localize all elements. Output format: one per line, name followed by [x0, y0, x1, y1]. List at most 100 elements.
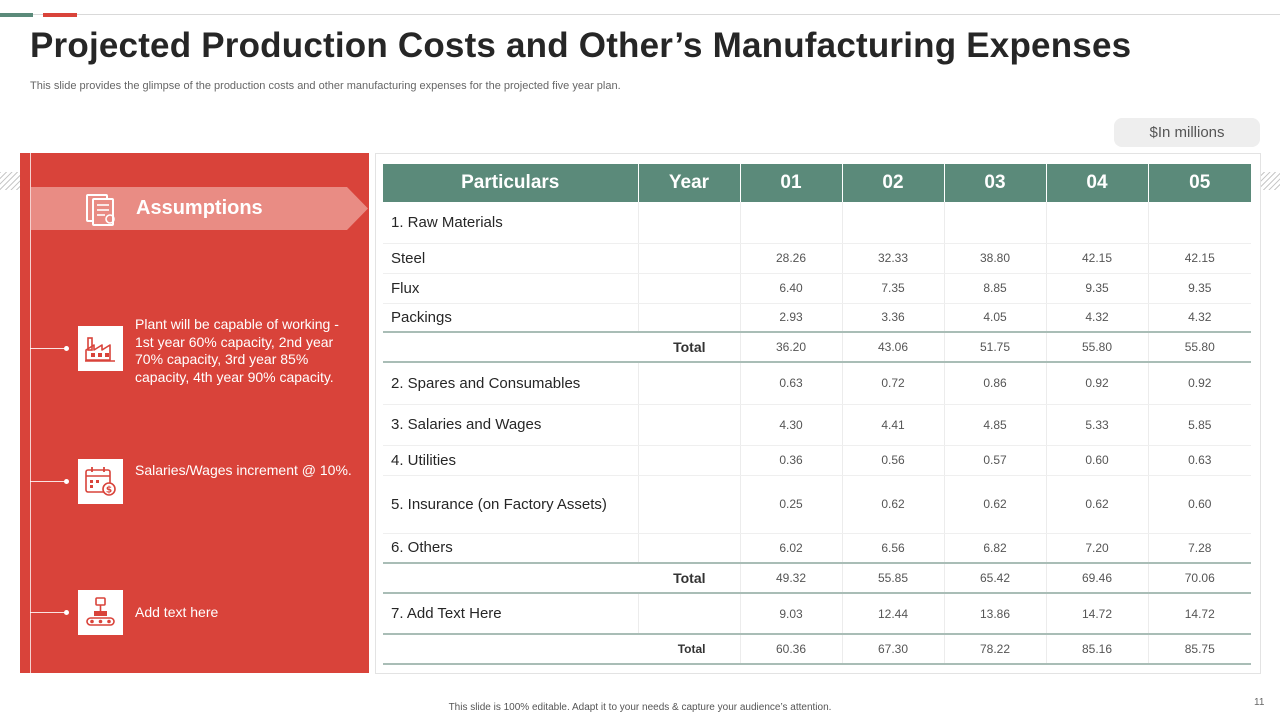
row-label: 3. Salaries and Wages — [383, 404, 639, 446]
assumptions-banner: Assumptions — [31, 187, 368, 230]
cell-value: 4.30 — [740, 404, 843, 446]
svg-text:$: $ — [106, 486, 112, 496]
cell-value: 67.30 — [842, 633, 945, 665]
cell-value: 32.33 — [842, 243, 945, 274]
top-rule — [0, 14, 1280, 15]
cell-value: 42.15 — [1046, 243, 1149, 274]
item-dot — [64, 610, 69, 615]
table-row: Packings 2.93 3.36 4.05 4.32 4.32 — [383, 303, 1251, 333]
item-connector — [30, 348, 66, 349]
cell-value: 0.72 — [842, 362, 945, 405]
total-label: Total — [383, 562, 741, 594]
cell-value: 0.63 — [1148, 445, 1251, 476]
table-row: 5. Insurance (on Factory Assets) 0.25 0.… — [383, 475, 1251, 534]
cell-value: 0.63 — [740, 362, 843, 405]
cell-value: 0.62 — [944, 475, 1047, 534]
cell-value: 65.42 — [944, 562, 1047, 594]
table-header-row: Particulars Year 01 02 03 04 05 — [383, 164, 1251, 202]
cell-value: 9.03 — [740, 593, 843, 635]
assumptions-panel: Assumptions Plant will be capable of wor… — [20, 153, 369, 673]
table-row: 7. Add Text Here 9.03 12.44 13.86 14.72 … — [383, 593, 1251, 635]
table-row: Flux 6.40 7.35 8.85 9.35 9.35 — [383, 273, 1251, 304]
cell-value: 0.56 — [842, 445, 945, 476]
cell-value: 6.82 — [944, 533, 1047, 564]
cell-value: 0.86 — [944, 362, 1047, 405]
table-total-row: Total 36.20 43.06 51.75 55.80 55.80 — [383, 331, 1251, 363]
table-row: 6. Others 6.02 6.56 6.82 7.20 7.28 — [383, 533, 1251, 564]
cell-value: 85.16 — [1046, 633, 1149, 665]
conveyor-robot-icon — [78, 590, 123, 635]
assumption-text: Salaries/Wages increment @ 10%. — [135, 462, 352, 478]
table-row-raw-materials-heading: 1. Raw Materials — [383, 202, 1251, 244]
cell-value: 4.41 — [842, 404, 945, 446]
calendar-dollar-icon: $ — [78, 459, 123, 504]
cell-value: 4.05 — [944, 303, 1047, 333]
table-row: 4. Utilities 0.36 0.56 0.57 0.60 0.63 — [383, 445, 1251, 476]
hatch-decoration-right — [1258, 172, 1280, 190]
cell-value: 55.80 — [1046, 331, 1149, 363]
item-connector — [30, 481, 66, 482]
cell-value: 9.35 — [1148, 273, 1251, 304]
cell-value: 7.20 — [1046, 533, 1149, 564]
cell-value: 12.44 — [842, 593, 945, 635]
row-label: Flux — [383, 273, 639, 304]
cell-value: 6.56 — [842, 533, 945, 564]
row-label: 4. Utilities — [383, 445, 639, 476]
table-row: Steel 28.26 32.33 38.80 42.15 42.15 — [383, 243, 1251, 274]
table-total-row: Total 49.32 55.85 65.42 69.46 70.06 — [383, 562, 1251, 594]
item-connector — [30, 612, 66, 613]
cell-value: 13.86 — [944, 593, 1047, 635]
cell-value: 38.80 — [944, 243, 1047, 274]
cell-value: 78.22 — [944, 633, 1047, 665]
cell-value: 51.75 — [944, 331, 1047, 363]
cell-value: 6.02 — [740, 533, 843, 564]
cell-value: 14.72 — [1046, 593, 1149, 635]
item-dot — [64, 346, 69, 351]
cell-value: 60.36 — [740, 633, 843, 665]
cell-value: 7.28 — [1148, 533, 1251, 564]
cell-value: 14.72 — [1148, 593, 1251, 635]
cell-value: 55.85 — [842, 562, 945, 594]
cell-value: 0.25 — [740, 475, 843, 534]
cell-value: 0.92 — [1148, 362, 1251, 405]
accent-bar-red — [43, 13, 77, 17]
header-year-02: 02 — [842, 164, 945, 202]
cost-table: Particulars Year 01 02 03 04 05 1. Raw M… — [383, 164, 1251, 665]
assumption-text: Plant will be capable of working - 1st y… — [135, 316, 339, 385]
cell-value: 0.57 — [944, 445, 1047, 476]
cell-value: 2.93 — [740, 303, 843, 333]
cell-value: 6.40 — [740, 273, 843, 304]
cell-value: 5.33 — [1046, 404, 1149, 446]
accent-bar-green — [0, 13, 33, 17]
cell-value: 0.60 — [1148, 475, 1251, 534]
cell-value: 5.85 — [1148, 404, 1251, 446]
banner-arrow-shape — [31, 187, 368, 230]
cell-value: 0.36 — [740, 445, 843, 476]
cell-value: 0.62 — [1046, 475, 1149, 534]
row-label: 5. Insurance (on Factory Assets) — [383, 475, 639, 534]
assumptions-heading: Assumptions — [136, 197, 263, 219]
slide-title: Projected Production Costs and Other’s M… — [30, 26, 1132, 65]
row-label: Packings — [383, 303, 639, 333]
cell-value: 0.60 — [1046, 445, 1149, 476]
page-number: 11 — [1254, 697, 1265, 708]
cell-value: 0.92 — [1046, 362, 1149, 405]
cell-value: 49.32 — [740, 562, 843, 594]
cell-value: 9.35 — [1046, 273, 1149, 304]
header-year-01: 01 — [740, 164, 843, 202]
cell-value: 42.15 — [1148, 243, 1251, 274]
cell-value: 70.06 — [1148, 562, 1251, 594]
cell-value: 28.26 — [740, 243, 843, 274]
header-year: Year — [638, 164, 741, 202]
cell-value: 85.75 — [1148, 633, 1251, 665]
cell-value: 4.32 — [1046, 303, 1149, 333]
cell-value: 43.06 — [842, 331, 945, 363]
header-year-05: 05 — [1148, 164, 1251, 202]
cell-value: 7.35 — [842, 273, 945, 304]
cell-value: 69.46 — [1046, 562, 1149, 594]
hatch-decoration-left — [0, 172, 22, 190]
slide-subtitle: This slide provides the glimpse of the p… — [30, 80, 621, 92]
table-row: 3. Salaries and Wages 4.30 4.41 4.85 5.3… — [383, 404, 1251, 446]
total-label: Total — [383, 633, 741, 665]
row-label: 7. Add Text Here — [383, 593, 639, 635]
